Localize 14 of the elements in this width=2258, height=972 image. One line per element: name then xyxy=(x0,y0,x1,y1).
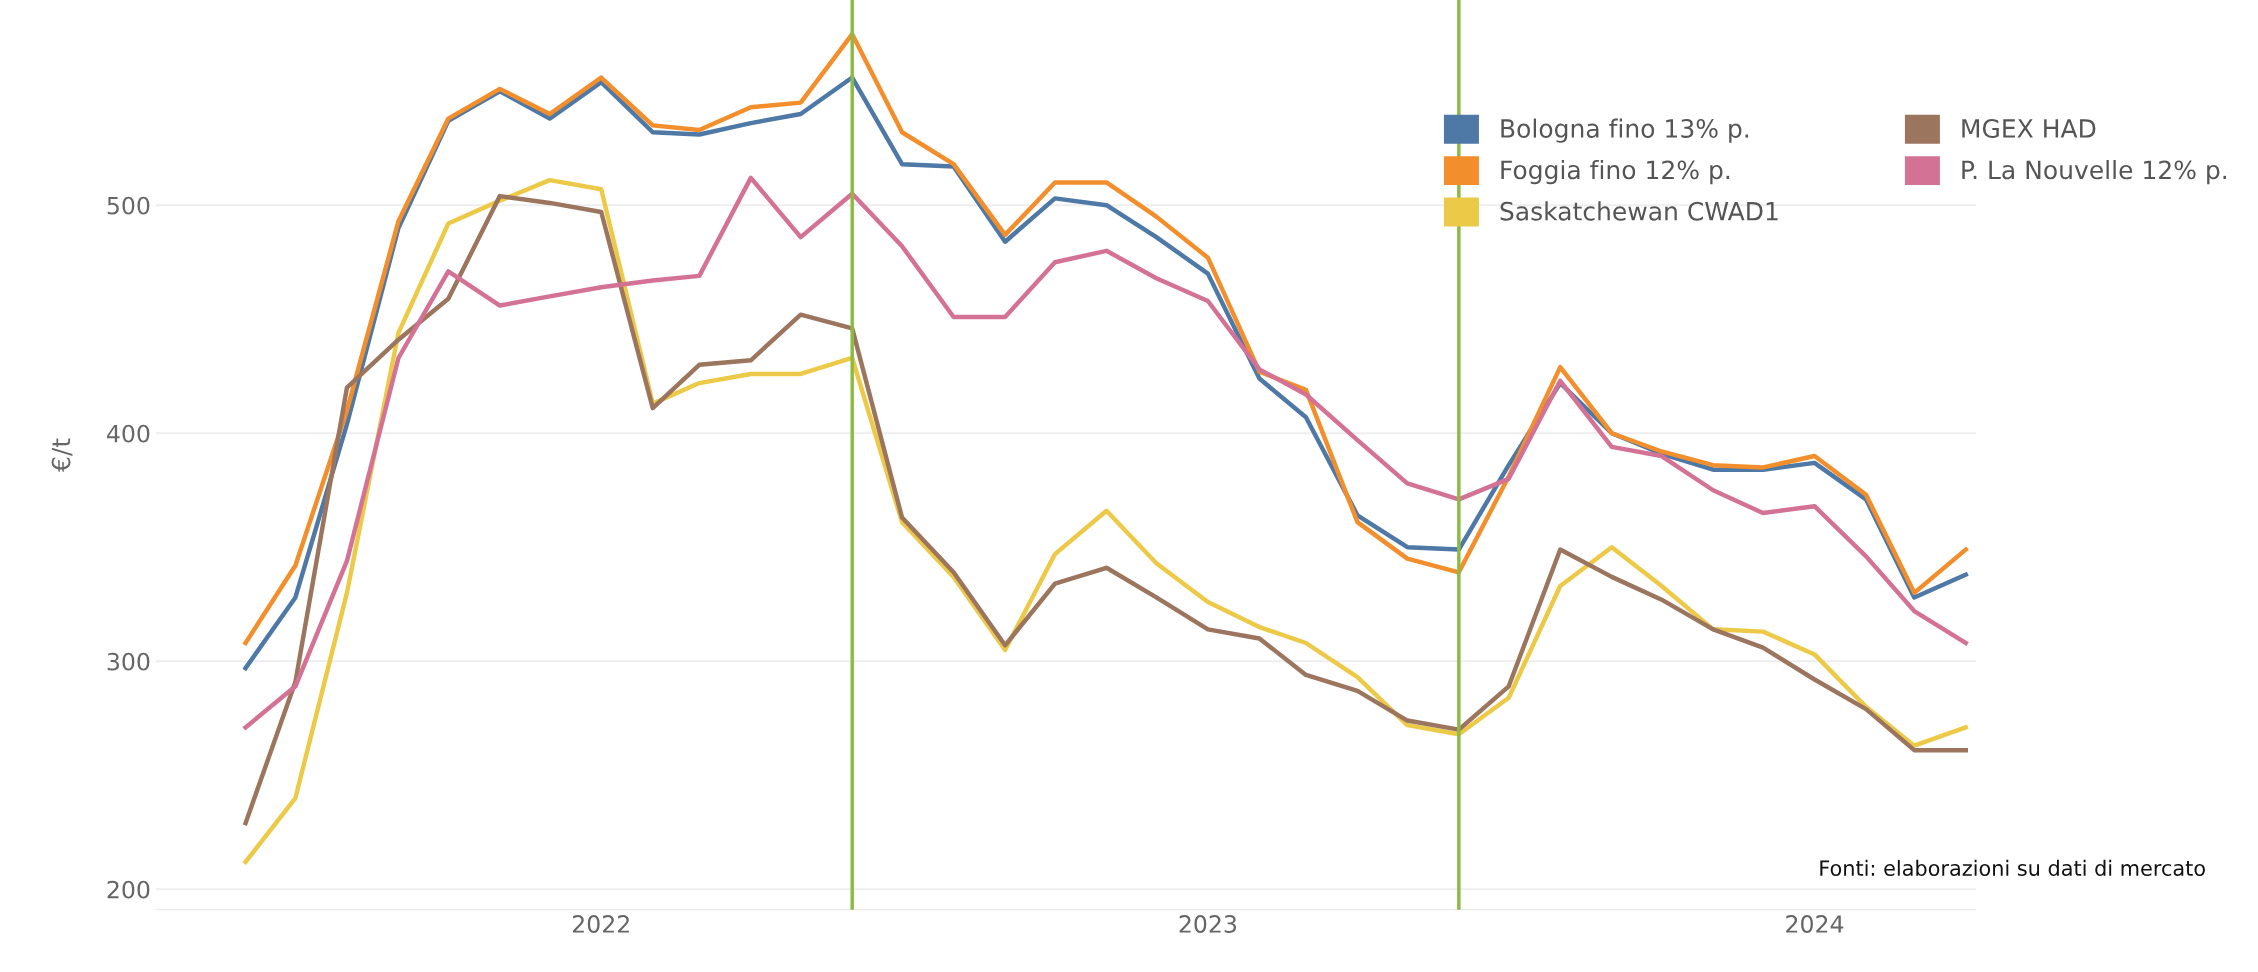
x-tick-label: 2023 xyxy=(1179,915,1237,933)
legend-label: Bologna fino 13% p. xyxy=(1501,118,1749,143)
legend-label: Foggia fino 12% p. xyxy=(1501,159,1730,185)
y-tick-label: 500 xyxy=(107,196,150,215)
y-tick-label: 400 xyxy=(107,424,150,443)
x-tick-label: 2022 xyxy=(572,915,629,933)
legend-label: MGEX HAD xyxy=(1962,119,2096,138)
y-tick-label: 300 xyxy=(107,652,150,671)
annotation: Fonti: elaborazioni su dati di mercato xyxy=(1820,859,2205,876)
y-axis-title: €/t xyxy=(51,438,73,472)
y-tick-label: 200 xyxy=(107,880,150,899)
legend-label: Saskatchewan CWAD1 xyxy=(1500,201,1778,221)
legend-label: P. La Nouvelle 12% p. xyxy=(1962,159,2227,185)
x-tick-label: 2024 xyxy=(1786,915,1844,933)
